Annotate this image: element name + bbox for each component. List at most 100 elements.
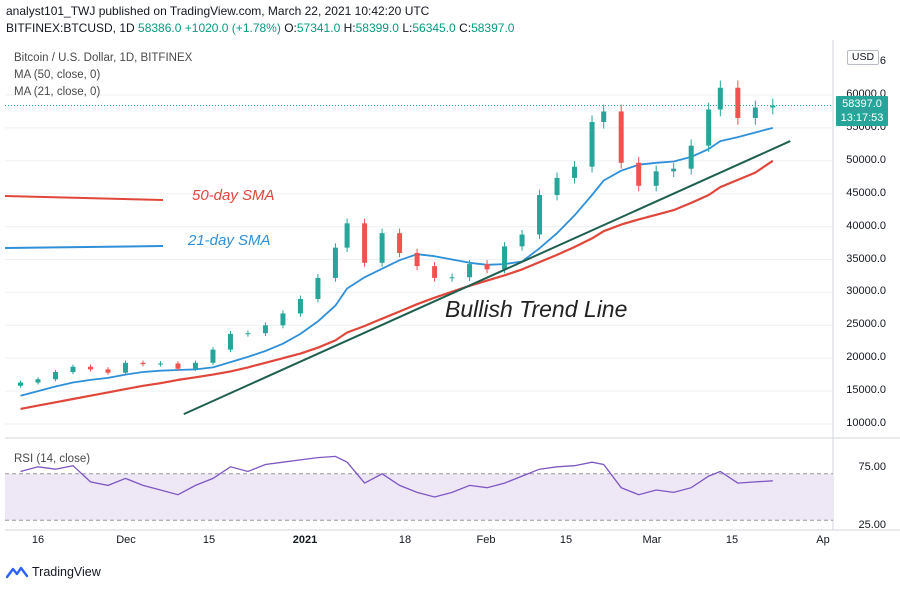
candle-body xyxy=(467,264,473,278)
time-tick-label: Dec xyxy=(116,534,136,546)
time-tick-label: 16 xyxy=(31,534,45,546)
price-tick-label: 45000.0 xyxy=(846,186,886,199)
candle-body xyxy=(735,87,741,119)
high-value: 58399.0 xyxy=(355,21,399,35)
low-value: 56345.0 xyxy=(412,21,456,35)
ma50-line xyxy=(20,159,774,410)
open-label: O: xyxy=(284,21,297,35)
symbol-ohlc-line: BITFINEX:BTCUSD, 1D 58386.0 +1020.0 (+1.… xyxy=(6,21,514,35)
high-label: H: xyxy=(343,21,356,35)
rsi-tick-label: 75.00 xyxy=(858,461,886,473)
price-tick-label: 10000.0 xyxy=(846,417,886,429)
trend-line-annotation: Bullish Trend Line xyxy=(445,296,628,322)
candles-group xyxy=(18,80,776,388)
candle-body xyxy=(671,168,677,172)
rsi-legend[interactable]: RSI (14, close) xyxy=(14,453,91,465)
candle-body xyxy=(432,266,438,278)
current-price-value: 58397.0 xyxy=(842,98,882,110)
rsi-pane xyxy=(5,473,833,521)
rsi-band xyxy=(5,473,833,521)
ma21-line xyxy=(20,127,774,397)
close-label: C: xyxy=(459,21,472,35)
candle-body xyxy=(572,166,578,178)
price-tick-label: 40000.0 xyxy=(846,219,886,232)
symbol-label: BITFINEX:BTCUSD, 1D xyxy=(6,21,135,35)
candle-body xyxy=(227,333,233,350)
sma21-annotation-line xyxy=(4,245,164,249)
sma50-annotation-line xyxy=(4,195,164,201)
tradingview-brand[interactable]: TradingView xyxy=(6,565,101,579)
annotation-lines xyxy=(4,195,164,249)
candle-body xyxy=(157,363,163,365)
time-tick-label: 15 xyxy=(202,534,216,546)
candle-body xyxy=(752,107,758,119)
close-value: 58397.0 xyxy=(471,21,515,35)
rsi-line-group xyxy=(20,455,773,498)
ma50-legend[interactable]: MA (50, close, 0) xyxy=(14,69,101,81)
ma50-line-group xyxy=(20,159,774,410)
candle-body xyxy=(618,111,624,163)
candle-body xyxy=(636,162,642,186)
candle-body xyxy=(210,349,216,363)
tradingview-logo-icon xyxy=(6,566,28,579)
price-tick-label: 50000.0 xyxy=(846,153,886,166)
candle-body xyxy=(601,111,607,122)
price-tick-label: 20000.0 xyxy=(846,351,886,364)
low-label: L: xyxy=(402,21,413,35)
candle-body xyxy=(105,369,111,373)
candle-body xyxy=(262,325,268,334)
candle-body xyxy=(280,313,286,326)
candle-body xyxy=(706,109,712,146)
bar-countdown: 13:17:53 xyxy=(840,112,884,124)
candle-body xyxy=(175,363,181,369)
time-tick-label: 15 xyxy=(725,534,739,546)
candle-body xyxy=(362,223,368,263)
time-tick-label: 15 xyxy=(559,534,573,546)
candle-body xyxy=(484,264,490,270)
rsi-tick-label: 25.00 xyxy=(858,519,886,531)
candle-body xyxy=(192,362,198,369)
price-tick-partial: 6 xyxy=(879,55,886,67)
sma50-annotation: 50-day SMA xyxy=(192,187,275,204)
candle-body xyxy=(414,252,420,267)
time-tick-label: 18 xyxy=(398,534,412,546)
candle-body xyxy=(52,372,58,380)
last-price: 58386.0 xyxy=(138,21,182,35)
candle-body xyxy=(70,366,76,373)
candle-body xyxy=(245,333,251,335)
candle-body xyxy=(537,195,543,235)
candle-body xyxy=(554,177,560,196)
chart-title-legend[interactable]: Bitcoin / U.S. Dollar, 1D, BITFINEX xyxy=(14,52,193,64)
rsi-line xyxy=(20,455,773,498)
price-tick-label: 25000.0 xyxy=(846,318,886,331)
candle-body xyxy=(140,362,146,365)
sma21-annotation: 21-day SMA xyxy=(188,232,271,249)
candle-body xyxy=(332,247,338,278)
currency-selector[interactable]: USD xyxy=(847,50,879,65)
time-tick-label: 2021 xyxy=(292,534,318,546)
candle-body xyxy=(18,382,24,386)
time-tick-label: Feb xyxy=(476,534,496,546)
price-grid xyxy=(5,40,900,531)
candle-body xyxy=(379,233,385,263)
open-value: 57341.0 xyxy=(296,21,341,35)
candle-body xyxy=(315,277,321,299)
price-tick-label: 15000.0 xyxy=(846,384,886,397)
candle-body xyxy=(297,298,303,314)
trend-line-group xyxy=(183,140,791,416)
candle-body xyxy=(688,145,694,169)
price-tick-label: 35000.0 xyxy=(846,252,886,265)
time-tick-label: Mar xyxy=(642,534,662,546)
candle-body xyxy=(717,87,723,110)
candle-body xyxy=(653,171,659,186)
candle-body xyxy=(449,277,455,279)
candle-body xyxy=(87,366,93,370)
ma21-line-group xyxy=(20,127,774,397)
candle-body xyxy=(589,121,595,167)
ma21-legend[interactable]: MA (21, close, 0) xyxy=(14,86,101,98)
candle-body xyxy=(35,379,41,383)
candle-body xyxy=(519,234,525,247)
candle-body xyxy=(502,246,508,270)
current-price-tag: 58397.0 13:17:53 xyxy=(836,96,888,126)
